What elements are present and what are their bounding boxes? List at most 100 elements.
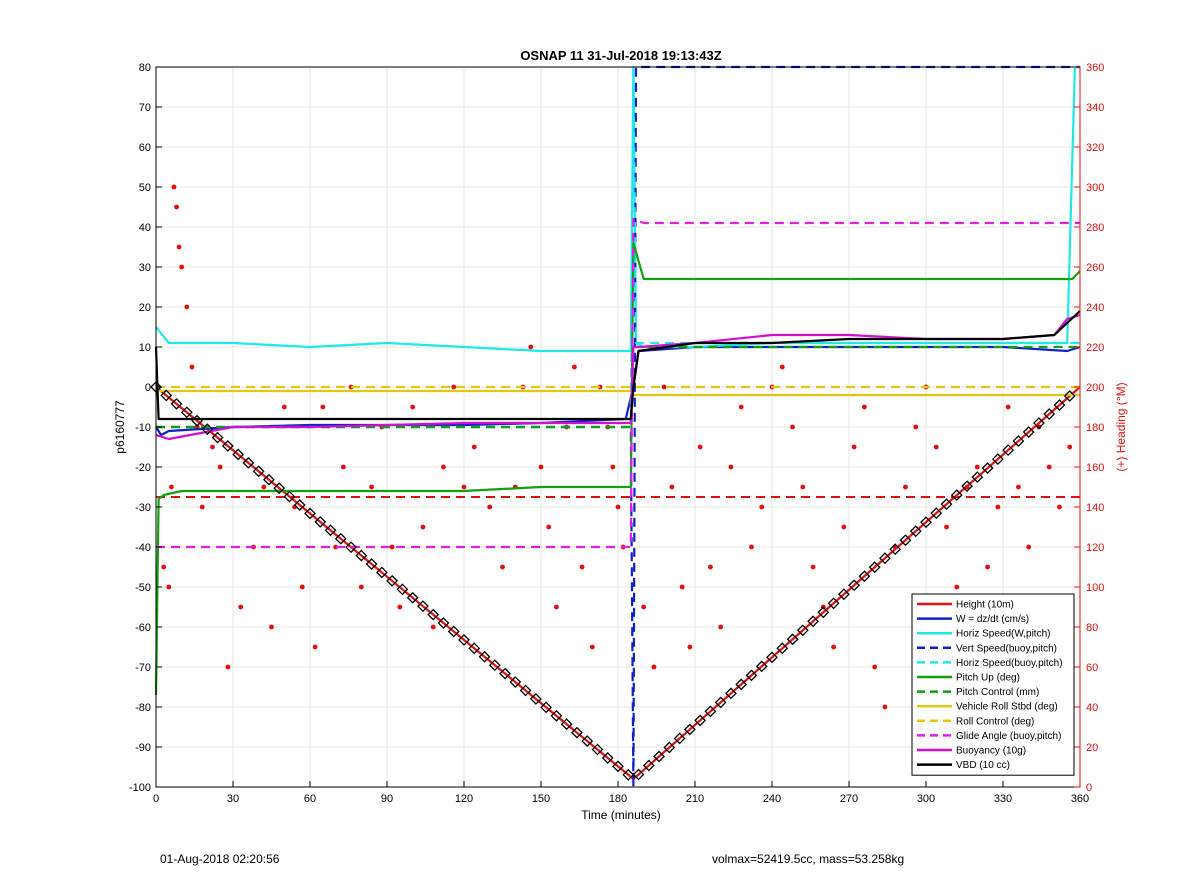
height-marker	[252, 465, 265, 478]
height-marker	[581, 735, 594, 747]
y2-tick-label: 160	[1086, 462, 1104, 474]
x-tick-label: 90	[381, 793, 393, 805]
height-marker	[324, 524, 337, 537]
y-tick-label: -90	[135, 742, 151, 754]
y2-tick-label: 0	[1086, 782, 1092, 794]
height-marker	[550, 709, 563, 722]
height-marker	[837, 588, 850, 601]
height-marker	[766, 651, 778, 664]
legend-label: Height (10m)	[956, 600, 1014, 611]
heading-point	[872, 664, 878, 670]
heading-point	[697, 444, 703, 450]
y-tick-label: 60	[139, 142, 151, 154]
heading-point	[759, 504, 765, 510]
heading-point	[281, 404, 287, 410]
legend-label: Pitch Control (mm)	[956, 687, 1039, 698]
y-tick-label: -50	[135, 582, 151, 594]
y-tick-label: -70	[135, 662, 151, 674]
height-marker	[1012, 435, 1025, 447]
height-marker	[488, 659, 501, 672]
height-marker	[263, 473, 275, 486]
x-axis-label: Time (minutes)	[581, 808, 661, 822]
y-tick-label: -10	[135, 422, 151, 434]
height-marker	[601, 752, 614, 764]
legend-label: Vehicle Roll Stbd (deg)	[956, 702, 1058, 713]
y2-tick-label: 200	[1086, 382, 1104, 394]
legend-label: Roll Control (deg)	[956, 716, 1034, 727]
y-tick-label: 10	[139, 342, 151, 354]
height-marker	[406, 591, 419, 604]
height-marker	[991, 453, 1004, 466]
height-marker	[437, 617, 450, 629]
y-tick-label: 30	[139, 262, 151, 274]
heading-point	[882, 704, 888, 710]
heading-point	[179, 264, 185, 270]
heading-point	[169, 484, 174, 490]
heading-point	[571, 364, 577, 370]
heading-point	[461, 484, 467, 490]
height-marker	[868, 561, 881, 574]
y-tick-label: 0	[145, 382, 151, 394]
heading-point	[199, 504, 205, 510]
y-tick-label: 50	[139, 182, 151, 194]
height-marker	[232, 448, 245, 461]
legend-box	[911, 593, 1075, 776]
height-marker	[879, 552, 891, 565]
x-tick-label: 30	[227, 793, 239, 805]
height-marker	[499, 667, 511, 680]
y2-tick-label: 140	[1086, 502, 1104, 514]
height-marker	[1053, 399, 1066, 411]
height-marker	[221, 440, 234, 452]
x-tick-label: 240	[763, 793, 781, 805]
height-marker	[961, 480, 973, 493]
heading-point	[174, 204, 179, 210]
height-marker	[386, 574, 399, 587]
legend-label: Glide Angle (buoy,pitch)	[956, 731, 1061, 742]
heading-point	[320, 404, 326, 410]
y-tick-label: 20	[139, 302, 151, 314]
height-marker	[663, 741, 676, 754]
chart-title: OSNAP 11 31-Jul-2018 19:13:43Z	[520, 48, 721, 63]
heading-point	[238, 604, 244, 610]
heading-point	[862, 404, 867, 410]
heading-point	[538, 464, 544, 470]
y2-axis-ticks: 0 20 40 60 80 100 120 140 160 180 200 220 240 260 280 3…	[1074, 62, 1104, 794]
legend-label: W = dz/dt (cm/s)	[956, 614, 1029, 625]
y2-axis-label: (+) Heading (°M)	[1114, 382, 1128, 471]
height-marker	[622, 768, 635, 781]
legend-label: Buoyancy (10g)	[956, 746, 1026, 757]
heading-point	[269, 624, 274, 630]
height-marker	[447, 625, 460, 638]
x-tick-label: 150	[532, 793, 550, 805]
height-marker	[673, 732, 686, 745]
x-tick-label: 360	[1071, 793, 1089, 805]
height-marker	[683, 723, 696, 736]
y2-tick-label: 180	[1086, 422, 1104, 434]
heading-point	[718, 624, 724, 630]
heading-point	[1036, 424, 1042, 430]
heading-point	[176, 244, 182, 250]
y-tick-label: 40	[139, 222, 151, 234]
y2-tick-label: 240	[1086, 302, 1104, 314]
height-markers	[150, 381, 1076, 781]
heading-point	[225, 664, 231, 670]
heading-point	[954, 584, 960, 590]
height-marker	[776, 642, 789, 655]
series-line	[154, 241, 1081, 696]
heading-point	[610, 464, 616, 470]
heading-point	[1005, 404, 1011, 410]
height-marker	[571, 726, 583, 739]
legend-label: VBD (10 cc)	[956, 760, 1010, 771]
y-axis-ticks: -100-90-80-70-60-50-40-30-20-10010203040…	[129, 62, 162, 794]
height-marker	[365, 558, 378, 570]
height-marker	[529, 692, 542, 705]
height-marker	[817, 606, 830, 619]
heading-point	[166, 584, 172, 590]
heading-point	[708, 564, 713, 570]
heading-point	[441, 464, 446, 470]
height-marker	[786, 633, 799, 646]
height-marker	[283, 490, 296, 503]
heading-point	[1057, 504, 1062, 510]
heading-point	[851, 444, 857, 450]
